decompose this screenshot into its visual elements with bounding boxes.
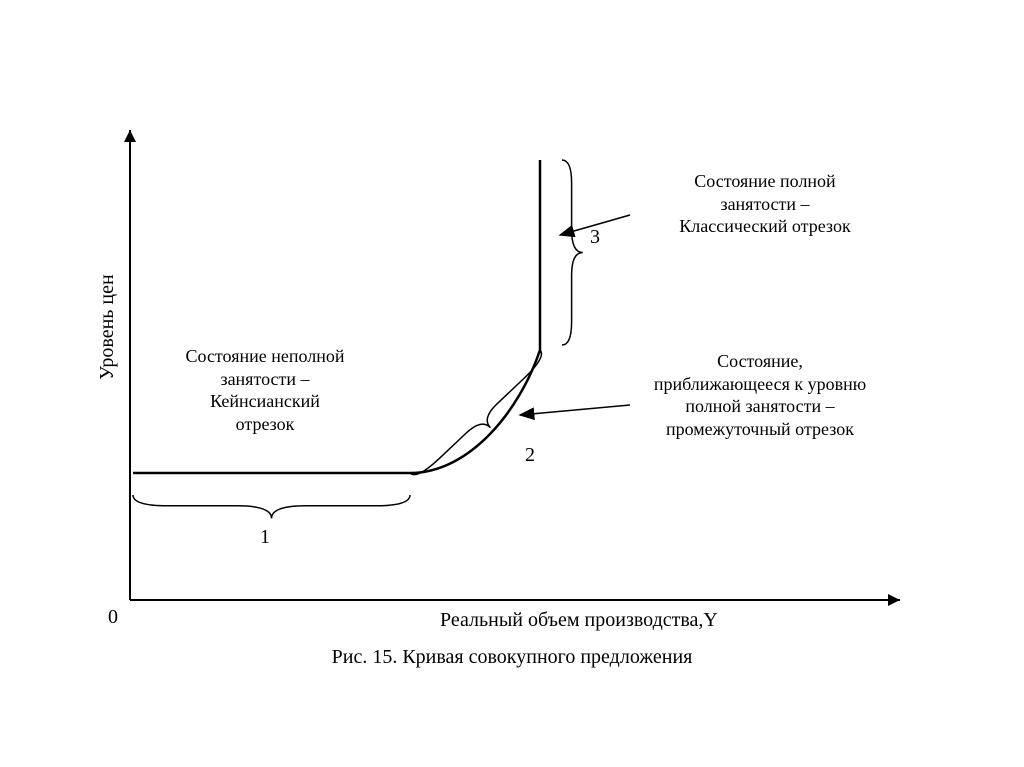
segment-number-3: 3 (590, 225, 600, 250)
annotation-seg2-line: полной занятости – (620, 395, 900, 418)
segment-number-2: 2 (525, 443, 535, 468)
origin-label: 0 (108, 605, 118, 630)
annotation-seg2-line: Состояние, (620, 350, 900, 373)
annotation-seg3-line: занятости – (635, 193, 895, 216)
annotation-seg2-line: приближающееся к уровню (620, 373, 900, 396)
annotation-seg1-line: отрезок (150, 413, 380, 436)
annotation-seg1-line: занятости – (150, 368, 380, 391)
annotation-seg3-line: Состояние полной (635, 170, 895, 193)
annotation-seg3: Состояние полной занятости – Классически… (635, 170, 895, 238)
x-axis-label: Реальный объем производства,Y (440, 608, 870, 633)
annotation-seg1-line: Состояние неполной (150, 345, 380, 368)
segment-number-1: 1 (260, 525, 270, 550)
annotation-seg1-line: Кейнсианский (150, 390, 380, 413)
annotation-seg1: Состояние неполной занятости – Кейнсианс… (150, 345, 380, 435)
annotation-seg2: Состояние, приближающееся к уровню полно… (620, 350, 900, 440)
annotation-seg3-line: Классический отрезок (635, 215, 895, 238)
figure-caption: Рис. 15. Кривая совокупного предложения (262, 645, 762, 670)
figure-stage: Уровень цен 0 Реальный объем производств… (0, 0, 1024, 767)
y-axis-label: Уровень цен (95, 274, 120, 380)
annotation-seg2-line: промежуточный отрезок (620, 418, 900, 441)
